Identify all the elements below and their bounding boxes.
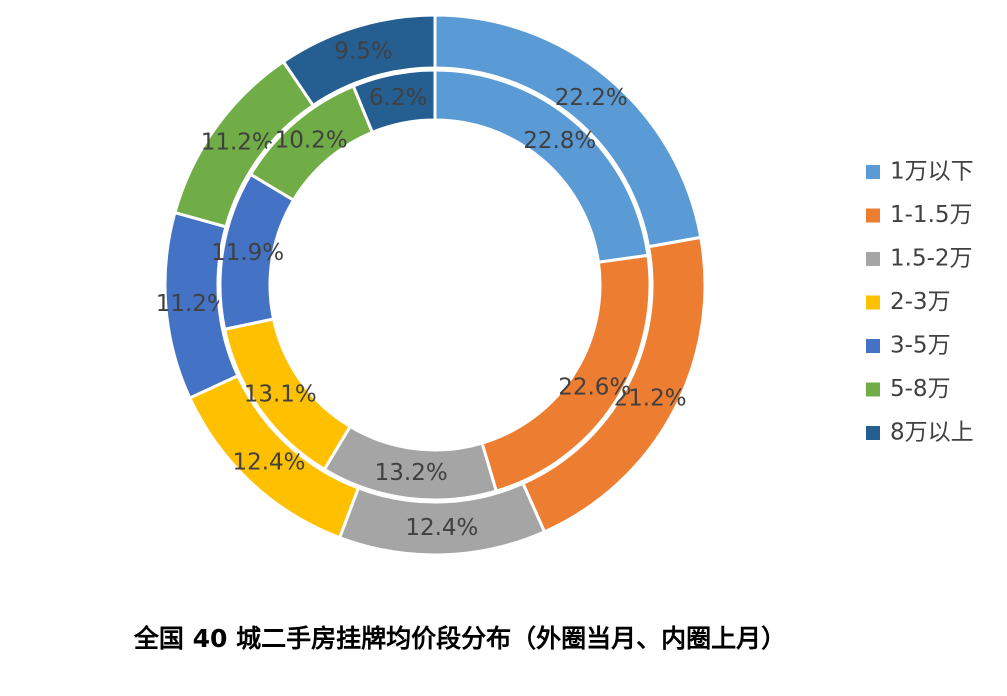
legend-swatch — [866, 208, 880, 223]
value-label: 13.2% — [375, 460, 448, 486]
legend-label: 2-3万 — [890, 289, 951, 315]
value-label: 13.1% — [244, 382, 317, 408]
chart-title: 全国 40 城二手房挂牌均价段分布（外圈当月、内圈上月） — [133, 624, 786, 653]
legend-label: 1-1.5万 — [890, 202, 973, 228]
legend-swatch — [866, 382, 880, 397]
value-label: 11.9% — [211, 240, 284, 266]
value-label: 22.8% — [523, 128, 596, 154]
value-label: 12.4% — [405, 515, 478, 541]
legend-label: 8万以上 — [890, 420, 974, 446]
legend-swatch — [866, 252, 880, 266]
legend-swatch — [866, 295, 880, 310]
value-label: 11.2% — [201, 129, 274, 155]
value-label: 9.5% — [334, 39, 392, 65]
value-label: 6.2% — [369, 85, 427, 111]
legend-label: 5-8万 — [890, 376, 951, 402]
value-label: 10.2% — [275, 127, 348, 153]
legend-swatch — [866, 339, 880, 353]
legend-swatch — [866, 165, 880, 179]
value-label: 11.2% — [156, 291, 229, 317]
value-label: 12.4% — [232, 450, 305, 476]
donut-slice — [351, 68, 437, 135]
legend-label: 1.5-2万 — [890, 246, 973, 272]
value-label: 21.2% — [614, 386, 687, 412]
donut-slice — [281, 13, 437, 108]
legend-label: 3-5万 — [890, 333, 951, 359]
legend-label: 1万以下 — [890, 159, 974, 185]
value-label: 22.2% — [555, 85, 628, 111]
value-label: 22.6% — [558, 374, 631, 400]
legend-swatch — [866, 426, 880, 440]
